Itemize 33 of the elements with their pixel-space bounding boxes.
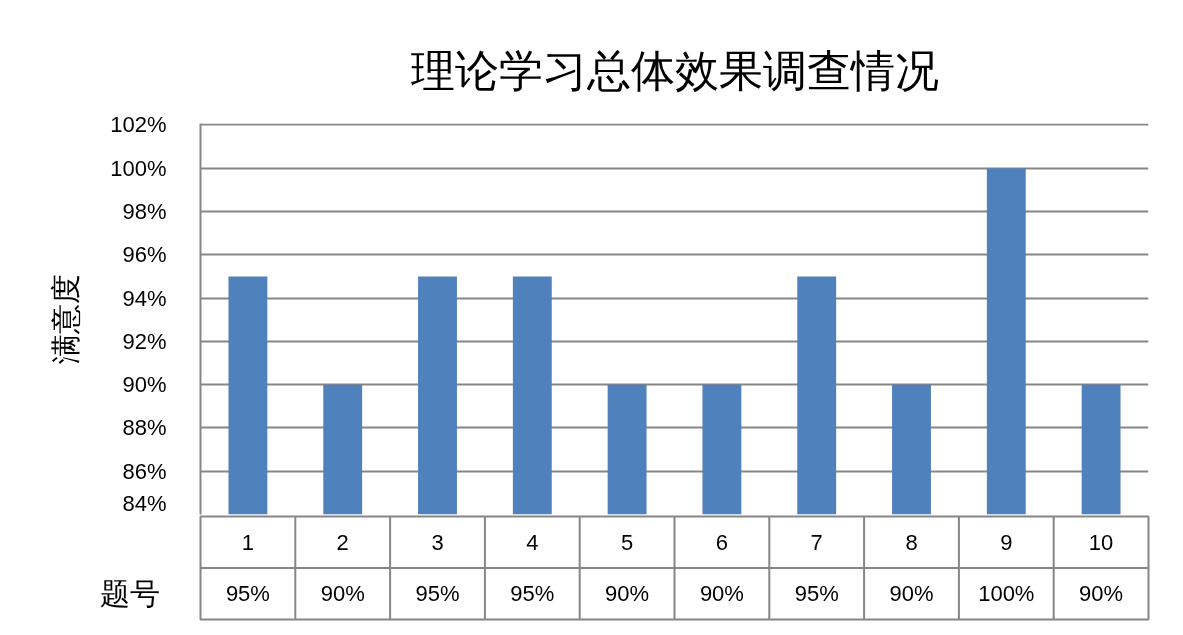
y-tick-label: 86% — [122, 458, 167, 484]
data-label: 95% — [415, 581, 460, 607]
x-tick-label: 3 — [431, 529, 444, 555]
y-tick-label: 100% — [110, 155, 167, 181]
data-label: 100% — [978, 581, 1035, 607]
data-label: 90% — [320, 581, 365, 607]
y-tick-label: 90% — [122, 372, 167, 398]
x-tick-label: 9 — [1000, 529, 1013, 555]
y-axis-title: 满意度 — [48, 274, 84, 364]
y-tick-label: 96% — [122, 242, 167, 268]
data-label: 90% — [605, 581, 650, 607]
x-tick-label: 1 — [241, 529, 255, 555]
x-tick-label: 5 — [620, 529, 634, 555]
y-tick-label: 94% — [122, 285, 167, 311]
data-label: 90% — [1079, 581, 1124, 607]
x-axis-title: 题号 — [99, 576, 160, 612]
y-tick-label: 102% — [110, 112, 167, 138]
data-label: 95% — [794, 581, 839, 607]
x-tick-label: 4 — [526, 529, 539, 555]
data-label: 95% — [510, 581, 555, 607]
y-tick-label: 92% — [122, 328, 167, 354]
x-tick-label: 7 — [810, 529, 823, 555]
x-tick-label: 2 — [336, 529, 349, 555]
y-tick-label: 88% — [122, 415, 167, 441]
y-tick-label: 84% — [122, 490, 167, 516]
data-label: 90% — [889, 581, 934, 607]
x-tick-label: 10 — [1088, 529, 1114, 555]
y-tick-label: 98% — [122, 199, 167, 225]
data-label: 95% — [225, 581, 270, 607]
chart-title: 理论学习总体效果调查情况 — [410, 44, 939, 96]
x-tick-label: 6 — [715, 529, 729, 555]
data-label: 90% — [699, 581, 744, 607]
x-tick-label: 8 — [905, 529, 918, 555]
